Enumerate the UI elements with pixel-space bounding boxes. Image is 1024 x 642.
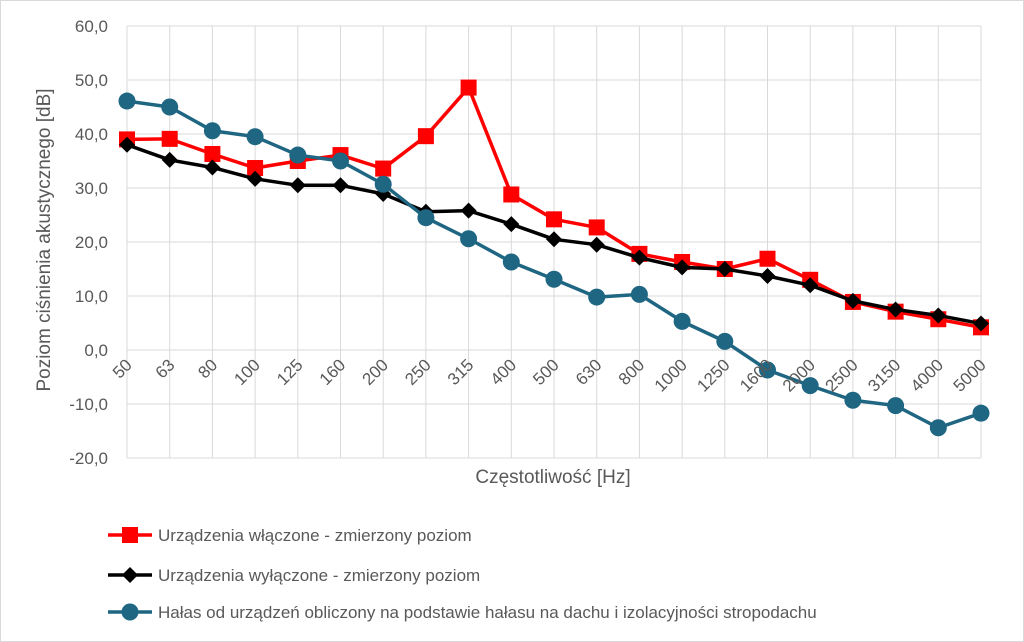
marker-diamond (460, 202, 477, 219)
marker-circle (929, 419, 947, 437)
marker-circle (887, 397, 905, 415)
marker-diamond (674, 259, 691, 276)
x-tick-label: 1000 (651, 355, 691, 395)
legend-label: Urządzenia wyłączone - zmierzony poziom (158, 566, 480, 585)
y-tick-labels: 60,0 50,0 40,0 30,0 20,0 10,0 0,0 -10,0 -20,0 (69, 17, 108, 468)
x-tick-label: 4000 (907, 355, 947, 395)
x-tick-label: 315 (444, 355, 477, 388)
marker-circle (972, 404, 990, 422)
x-tick-label: 125 (273, 355, 306, 388)
y-tick-label: 0,0 (84, 341, 108, 360)
marker-diamond (759, 268, 776, 285)
marker-diamond (844, 292, 861, 309)
marker-diamond (161, 151, 178, 168)
x-tick-label: 200 (359, 355, 392, 388)
marker-square (503, 186, 520, 203)
marker-circle (332, 152, 349, 170)
marker-square (161, 130, 178, 147)
marker-circle (460, 230, 478, 248)
x-tick-label: 80 (194, 355, 221, 382)
marker-diamond (503, 216, 520, 233)
marker-diamond (887, 301, 904, 318)
x-tick-label: 800 (615, 355, 648, 388)
x-tick-label: 50 (109, 355, 136, 382)
marker-circle (121, 603, 139, 621)
y-tick-label: 40,0 (75, 125, 108, 144)
marker-circle (417, 209, 435, 227)
marker-diamond (289, 177, 306, 194)
marker-circle (289, 146, 307, 164)
series-layer (118, 79, 990, 437)
y-tick-label: 50,0 (75, 71, 108, 90)
legend-label: Hałas od urządzeń obliczony na podstawie… (158, 603, 817, 622)
marker-square (588, 219, 605, 236)
x-tick-label: 1250 (693, 355, 733, 395)
legend-label: Urządzenia włączone - zmierzony poziom (158, 526, 472, 545)
legend-entry: Hałas od urządzeń obliczony na podstawie… (108, 603, 817, 622)
y-tick-label: 10,0 (75, 287, 108, 306)
marker-circle (161, 98, 179, 116)
marker-diamond (802, 277, 819, 294)
x-tick-label: 500 (529, 355, 562, 388)
series-2 (119, 136, 989, 332)
marker-circle (716, 332, 734, 350)
marker-diamond (332, 177, 349, 194)
marker-circle (844, 391, 862, 409)
y-tick-label: 30,0 (75, 179, 108, 198)
y-tick-label: 20,0 (75, 233, 108, 252)
marker-diamond (588, 236, 605, 253)
marker-square (247, 160, 264, 177)
x-tick-label: 160 (316, 355, 349, 388)
marker-diamond (204, 159, 221, 176)
x-tick-label: 3150 (864, 355, 904, 395)
marker-circle (630, 285, 648, 303)
legend: Urządzenia włączone - zmierzony poziom Ur… (108, 526, 817, 622)
marker-diamond (122, 567, 138, 583)
marker-diamond (973, 315, 989, 332)
grid (126, 25, 982, 459)
marker-circle (545, 270, 563, 288)
marker-circle (759, 361, 776, 379)
x-tick-label: 2500 (822, 355, 862, 395)
x-axis-title: Częstotliwość [Hz] (475, 467, 630, 488)
marker-diamond (631, 249, 648, 266)
y-tick-label: -10,0 (69, 395, 108, 414)
x-tick-labels: 50 63 80 100 125 160 200 250 315 400 500 630 800 1000… (109, 355, 990, 395)
marker-circle (588, 288, 606, 306)
x-tick-label: 250 (401, 355, 434, 388)
x-tick-label: 630 (572, 355, 605, 388)
marker-circle (203, 122, 221, 140)
marker-square (546, 211, 562, 228)
series-3 (118, 92, 990, 437)
marker-square (375, 160, 392, 177)
marker-square (122, 527, 138, 543)
marker-circle (246, 128, 264, 146)
marker-diamond (716, 261, 733, 277)
x-tick-label: 100 (230, 355, 263, 388)
marker-circle (502, 253, 520, 271)
marker-circle (673, 312, 691, 330)
x-tick-label: 63 (152, 355, 179, 382)
marker-diamond (546, 231, 562, 248)
marker-square (204, 145, 221, 162)
y-tick-label: 60,0 (75, 17, 108, 36)
marker-square (417, 128, 434, 145)
y-axis-title: Poziom ciśnienia akustycznego [dB] (34, 88, 55, 391)
marker-circle (118, 92, 136, 110)
x-tick-label: 400 (487, 355, 520, 388)
x-tick-label: 5000 (950, 355, 990, 395)
marker-circle (801, 377, 819, 395)
marker-square (759, 250, 776, 267)
y-tick-label: -20,0 (69, 449, 108, 468)
marker-diamond (247, 170, 264, 187)
marker-diamond (119, 136, 135, 153)
legend-entry: Urządzenia włączone - zmierzony poziom (108, 526, 472, 545)
marker-diamond (930, 307, 947, 324)
legend-entry: Urządzenia wyłączone - zmierzony poziom (108, 566, 480, 585)
marker-circle (374, 175, 392, 193)
marker-square (460, 79, 477, 96)
